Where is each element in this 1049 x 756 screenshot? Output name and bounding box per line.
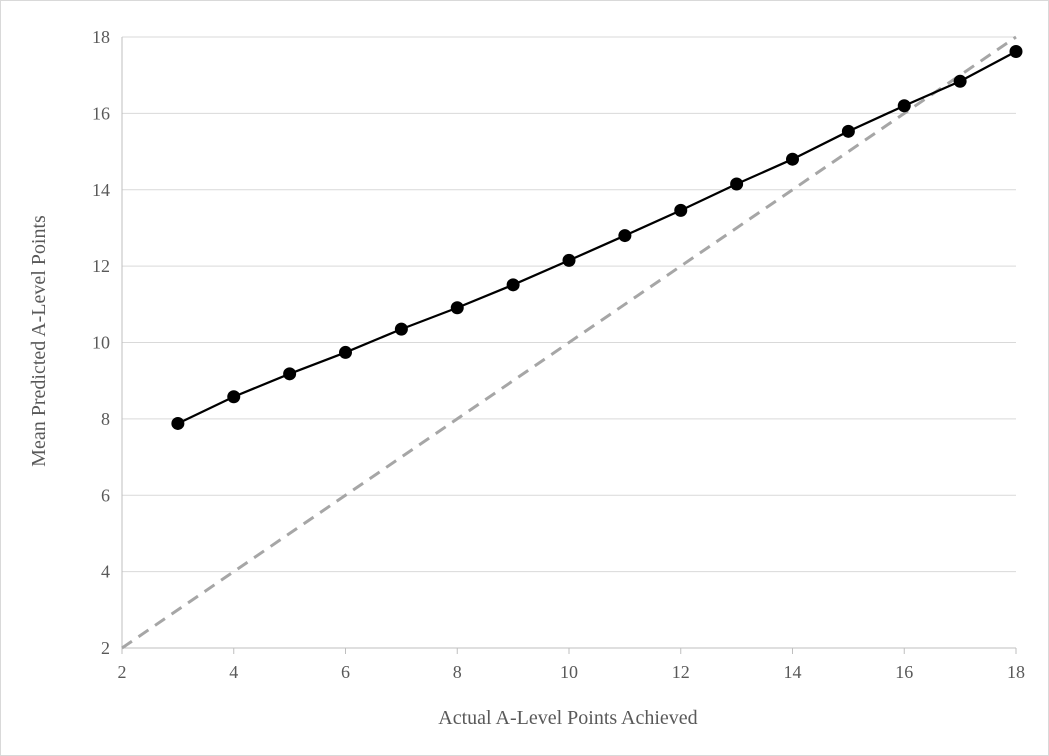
x-tick-label: 6: [341, 662, 350, 682]
data-point: [897, 99, 911, 113]
y-tick-labels: 2 4 6 8 10 12 14 16 18: [92, 27, 110, 658]
data-point: [171, 416, 185, 430]
y-tick-label: 6: [101, 485, 110, 505]
x-tick-label: 8: [453, 662, 462, 682]
data-point: [1009, 45, 1023, 59]
x-tick-label: 18: [1007, 662, 1025, 682]
series-layer: [121, 35, 1023, 650]
y-tick-label: 14: [92, 180, 110, 200]
data-point: [506, 278, 520, 292]
y-tick-label: 8: [101, 409, 110, 429]
y-tick-label: 12: [92, 256, 110, 276]
x-tick-labels: 2 4 6 8 10 12 14 16 18: [118, 662, 1026, 682]
y-tick-label: 16: [92, 103, 110, 123]
y-tick-label: 2: [101, 638, 110, 658]
x-tick-label: 16: [895, 662, 913, 682]
x-axis-title: Actual A-Level Points Achieved: [438, 707, 697, 729]
y-tick-label: 10: [92, 333, 110, 353]
data-point: [730, 177, 744, 191]
data-point: [786, 152, 799, 166]
reference-line: [121, 35, 1017, 650]
y-axis-title: Mean Predicted A-Level Points: [28, 215, 50, 467]
data-point: [339, 345, 352, 359]
x-tick-label: 2: [118, 662, 127, 682]
y-tick-label: 4: [101, 562, 110, 582]
data-point: [841, 124, 855, 138]
y-tick-label: 18: [92, 27, 110, 47]
x-tick-label: 12: [672, 662, 690, 682]
data-point: [674, 203, 688, 217]
axes: [121, 37, 1017, 654]
data-point: [562, 253, 576, 267]
data-point: [450, 301, 464, 315]
data-point: [283, 367, 297, 381]
x-tick-label: 14: [784, 662, 802, 682]
data-point: [227, 390, 241, 404]
x-tick-label: 10: [560, 662, 578, 682]
data-point: [953, 74, 967, 88]
data-point: [394, 322, 408, 336]
x-tick-label: 4: [229, 662, 238, 682]
data-point: [618, 229, 632, 243]
series-line: [177, 50, 1017, 425]
